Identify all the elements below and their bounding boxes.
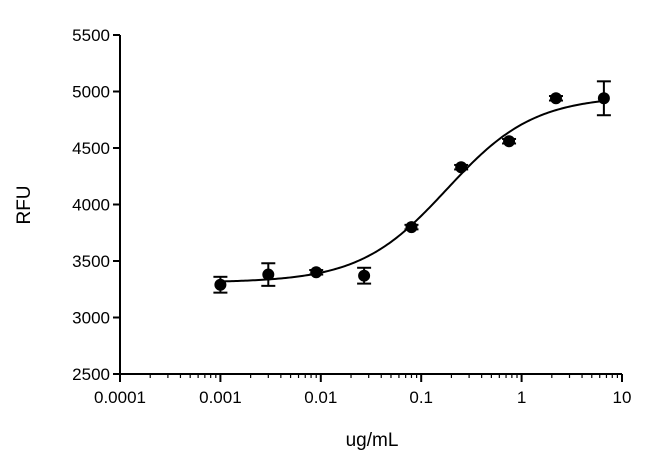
y-tick-label: 3000: [72, 309, 110, 328]
x-tick-label: 0.1: [409, 388, 433, 407]
y-tick-label: 5000: [72, 83, 110, 102]
data-point: [261, 262, 276, 287]
fit-curve-layer: [220, 99, 604, 283]
y-tick-label: 4500: [72, 139, 110, 158]
y-axis-title: RFU: [14, 185, 35, 224]
point-marker: [405, 221, 418, 234]
data-point: [548, 92, 563, 105]
point-marker: [310, 266, 323, 279]
point-marker: [455, 161, 468, 174]
fit-curve: [220, 99, 604, 283]
data-point: [309, 266, 324, 279]
x-tick-label: 0.01: [304, 388, 337, 407]
axes: 2500 3000 3500 4000 4500 5000 5500 0.0001 0.001 0…: [72, 26, 631, 407]
x-tick-label: 0.0001: [94, 388, 146, 407]
y-tick-label: 5500: [72, 26, 110, 45]
y-tick-label: 2500: [72, 365, 110, 384]
point-marker: [262, 268, 275, 281]
data-point: [404, 221, 419, 234]
y-tick-label: 3500: [72, 252, 110, 271]
y-tick-label: 4000: [72, 196, 110, 215]
data-point: [596, 80, 611, 117]
data-points-layer: [213, 80, 611, 294]
data-point: [213, 275, 228, 294]
point-marker: [358, 269, 371, 282]
point-marker: [549, 92, 562, 105]
x-tick-label: 1: [517, 388, 526, 407]
point-marker: [597, 92, 610, 105]
x-tick-label: 0.001: [199, 388, 242, 407]
data-point: [454, 161, 469, 174]
point-marker: [214, 278, 227, 291]
x-tick-label: 10: [613, 388, 632, 407]
data-point: [357, 266, 372, 285]
data-point: [502, 135, 517, 148]
x-axis-title: ug/mL: [346, 430, 399, 451]
point-marker: [503, 135, 516, 148]
